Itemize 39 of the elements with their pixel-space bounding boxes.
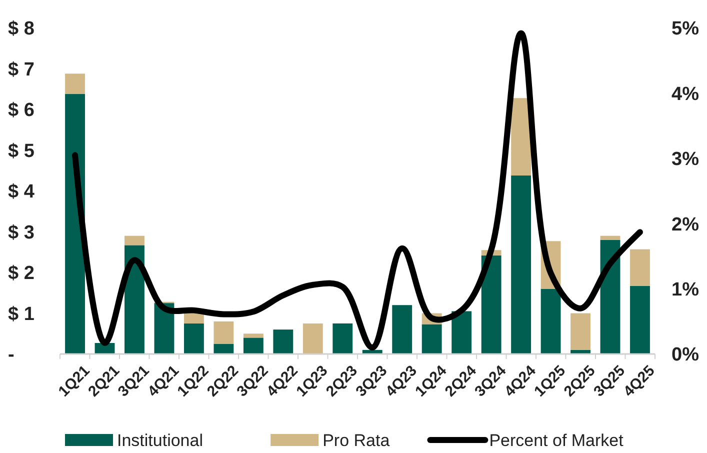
y-tick-label: $ 8 xyxy=(8,18,34,40)
y2-tick-label: 3% xyxy=(672,149,700,170)
bar xyxy=(630,249,650,286)
y2-tick-label: 0% xyxy=(672,344,700,366)
y2-tick-label: 5% xyxy=(672,18,700,40)
legend-label: Pro Rata xyxy=(322,431,390,450)
y-tick-label: $ 1 xyxy=(8,304,35,325)
bar xyxy=(214,321,234,344)
y-tick-label: $ 3 xyxy=(8,222,34,244)
y2-tick-label: 1% xyxy=(672,279,700,300)
bar xyxy=(392,305,412,354)
legend-label: Institutional xyxy=(117,431,203,450)
bar xyxy=(184,323,204,354)
bar xyxy=(481,255,502,354)
bar xyxy=(630,286,650,354)
bar xyxy=(332,323,353,354)
bar xyxy=(511,98,532,176)
bar xyxy=(511,176,532,354)
bar xyxy=(65,74,85,94)
bar xyxy=(600,236,620,240)
bar xyxy=(422,324,442,354)
bar xyxy=(570,313,590,350)
bar xyxy=(302,323,323,354)
y-tick-label: $ 6 xyxy=(8,100,34,122)
bar xyxy=(273,330,294,354)
bar xyxy=(243,334,264,338)
y2-tick-label: 2% xyxy=(672,214,700,236)
y-tick-label: $ 4 xyxy=(8,182,35,203)
y-tick-label: - xyxy=(8,344,14,366)
bar xyxy=(452,311,472,354)
bar xyxy=(243,338,264,354)
y2-tick-label: 4% xyxy=(672,84,700,105)
bar xyxy=(540,288,561,354)
legend-label: Percent of Market xyxy=(489,431,624,450)
bar xyxy=(124,236,144,246)
y-tick-label: $ 5 xyxy=(8,140,35,162)
y-tick-label: $ 2 xyxy=(8,263,34,284)
bar xyxy=(214,344,234,354)
y-tick-label: $ 7 xyxy=(8,59,34,80)
